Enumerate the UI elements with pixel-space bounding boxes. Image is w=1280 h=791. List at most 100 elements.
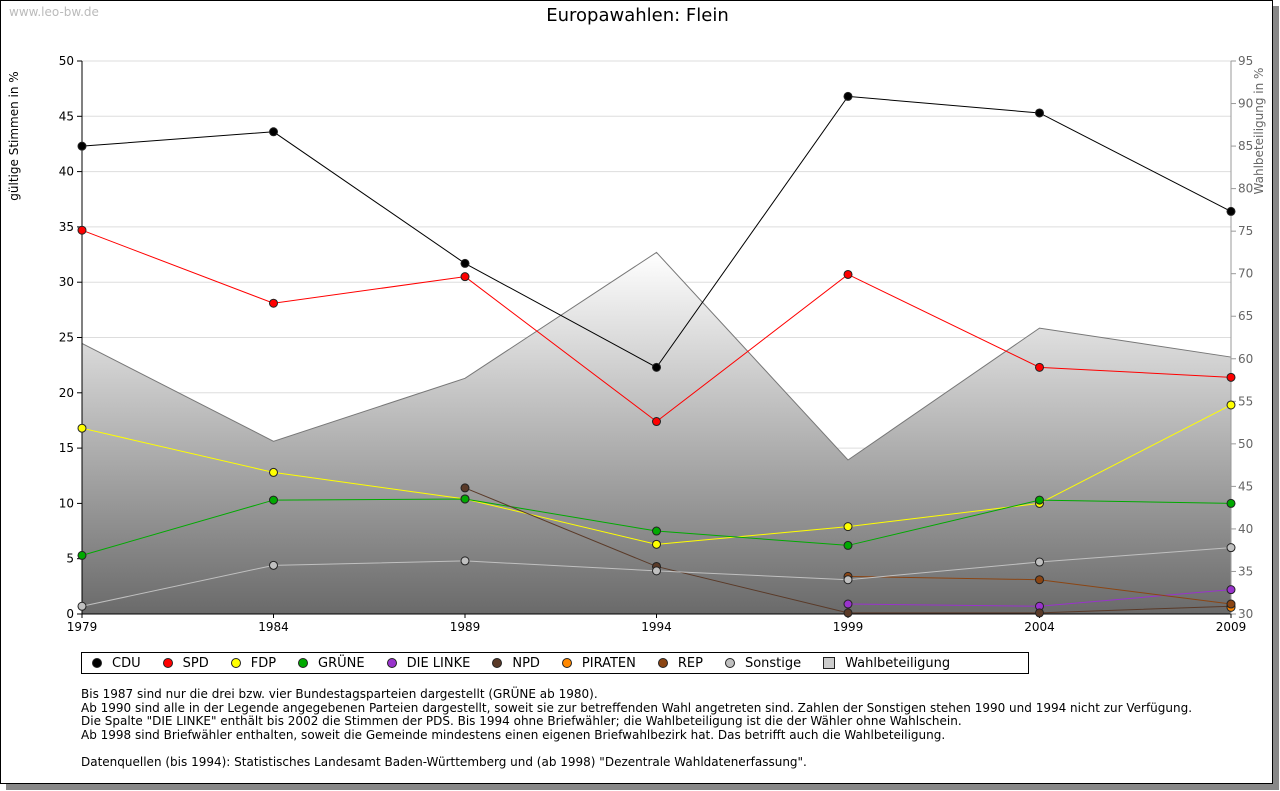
data-point-fdp (1226, 400, 1236, 410)
data-point-npd (1035, 608, 1044, 618)
legend-item: CDU (92, 656, 141, 671)
legend-label: FDP (250, 655, 277, 671)
y2-tick-label: 35 (1238, 564, 1253, 578)
data-point-gr-ne (1226, 498, 1236, 508)
legend-swatch (92, 658, 102, 668)
data-point-cdu (77, 141, 87, 151)
data-point-cdu (269, 127, 278, 137)
legend-item: Wahlbeteiligung (823, 656, 950, 671)
data-point-fdp (652, 539, 661, 549)
legend-item: GRÜNE (298, 656, 365, 671)
x-tick-label: 1999 (833, 620, 864, 634)
data-point-spd (1226, 372, 1236, 382)
legend: CDU SPD FDP GRÜNE DIE LINKE NPD PIRATEN REP Sons… (81, 652, 1029, 674)
data-point-npd (460, 483, 470, 493)
note-line: Die Spalte "DIE LINKE" enthält bis 2002 … (81, 714, 962, 728)
data-point-cdu (1035, 108, 1044, 118)
data-point-sonstige (460, 556, 470, 566)
x-tick-label: 2009 (1216, 620, 1247, 634)
y2-tick-label: 95 (1238, 54, 1253, 68)
note-line: Ab 1990 sind alle in der Legende angegeb… (81, 700, 1193, 715)
y2-tick-label: 45 (1238, 479, 1253, 493)
legend-swatch (492, 658, 503, 668)
legend-item: SPD (162, 655, 209, 671)
y-tick-label: 45 (59, 109, 74, 123)
legend-label: CDU (112, 655, 141, 671)
note-line: Bis 1987 sind nur die drei bzw. vier Bun… (81, 687, 598, 701)
y-tick-label: 15 (59, 441, 74, 455)
x-tick-label: 1984 (258, 620, 289, 634)
legend-label: SPD (182, 655, 209, 671)
turnout-line (81, 251, 1232, 461)
data-point-sonstige (269, 560, 278, 570)
chart-svg: 0 5 10 15 20 25 30 35 40 45 50 30 35 40 45 50 55 60 65 70 75… (7, 54, 1266, 634)
legend-swatch (823, 657, 836, 669)
legend-item: REP (657, 655, 703, 671)
legend-label: PIRATEN (581, 655, 636, 671)
y2-tick-label: 30 (1238, 607, 1253, 621)
watermark: www.leo-bw.de (9, 5, 99, 19)
x-tick-label: 1979 (67, 620, 98, 634)
legend-label: NPD (512, 655, 540, 671)
legend-label: Wahlbeteiligung (845, 655, 951, 671)
data-point-gr-ne (77, 550, 87, 560)
legend-item: PIRATEN (561, 655, 636, 671)
data-point-spd (77, 225, 87, 235)
legend-label: DIE LINKE (406, 655, 471, 671)
legend-label: Sonstige (744, 655, 802, 671)
legend-label: REP (677, 655, 703, 671)
data-point-spd (843, 269, 853, 279)
legend-swatch (298, 658, 309, 668)
data-point-sonstige (1226, 543, 1236, 553)
data-point-fdp (77, 423, 87, 433)
y2-axis-label: Wahlbeteiligung in % (1252, 68, 1266, 195)
legend-label: GRÜNE (318, 655, 365, 671)
y-tick-label: 35 (59, 220, 74, 234)
data-point-gr-ne (843, 540, 853, 550)
note-line: Datenquellen (bis 1994): Statistisches L… (81, 754, 807, 769)
y2-tick-label: 70 (1238, 267, 1253, 281)
y-tick-label: 50 (59, 54, 74, 68)
data-point-sonstige (77, 601, 87, 611)
data-point-sonstige (1035, 557, 1044, 567)
data-point-cdu (843, 91, 853, 101)
data-point-die-linke (843, 599, 853, 609)
y-tick-label: 20 (59, 386, 74, 400)
note-line: Ab 1998 sind Briefwähler enthalten, sowe… (81, 727, 946, 742)
data-point-cdu (460, 258, 470, 268)
data-point-gr-ne (460, 494, 470, 504)
y2-tick-label: 85 (1238, 139, 1253, 153)
y-tick-label: 10 (59, 496, 74, 510)
legend-swatch (561, 658, 572, 668)
y2-tick-label: 40 (1238, 522, 1253, 536)
legend-swatch (657, 658, 668, 668)
data-point-spd (269, 298, 278, 308)
data-point-spd (652, 417, 661, 427)
data-point-fdp (269, 467, 278, 477)
data-point-spd (460, 272, 470, 282)
legend-swatch (230, 658, 241, 668)
x-tick-label: 1989 (450, 620, 481, 634)
data-point-rep (1226, 599, 1236, 609)
note-line (81, 742, 1192, 756)
notes: Bis 1987 sind nur die drei bzw. vier Bun… (81, 687, 1193, 769)
data-point-spd (1035, 362, 1044, 372)
y-axis-label: gültige Stimmen in % (7, 71, 21, 200)
legend-swatch (724, 658, 735, 668)
data-point-sonstige (652, 566, 661, 576)
legend-item: NPD (492, 656, 540, 671)
data-point-sonstige (843, 575, 853, 585)
legend-swatch (386, 658, 397, 668)
data-point-npd (843, 608, 853, 618)
data-point-cdu (1226, 206, 1236, 216)
data-point-gr-ne (1035, 495, 1044, 505)
legend-item: Sonstige (724, 655, 802, 671)
data-point-cdu (652, 362, 661, 372)
legend-swatch (162, 658, 173, 668)
legend-item: FDP (230, 655, 277, 671)
y2-tick-label: 90 (1238, 97, 1253, 111)
data-point-rep (1035, 575, 1044, 585)
y2-tick-label: 60 (1238, 352, 1253, 366)
y2-tick-label: 55 (1238, 394, 1253, 408)
